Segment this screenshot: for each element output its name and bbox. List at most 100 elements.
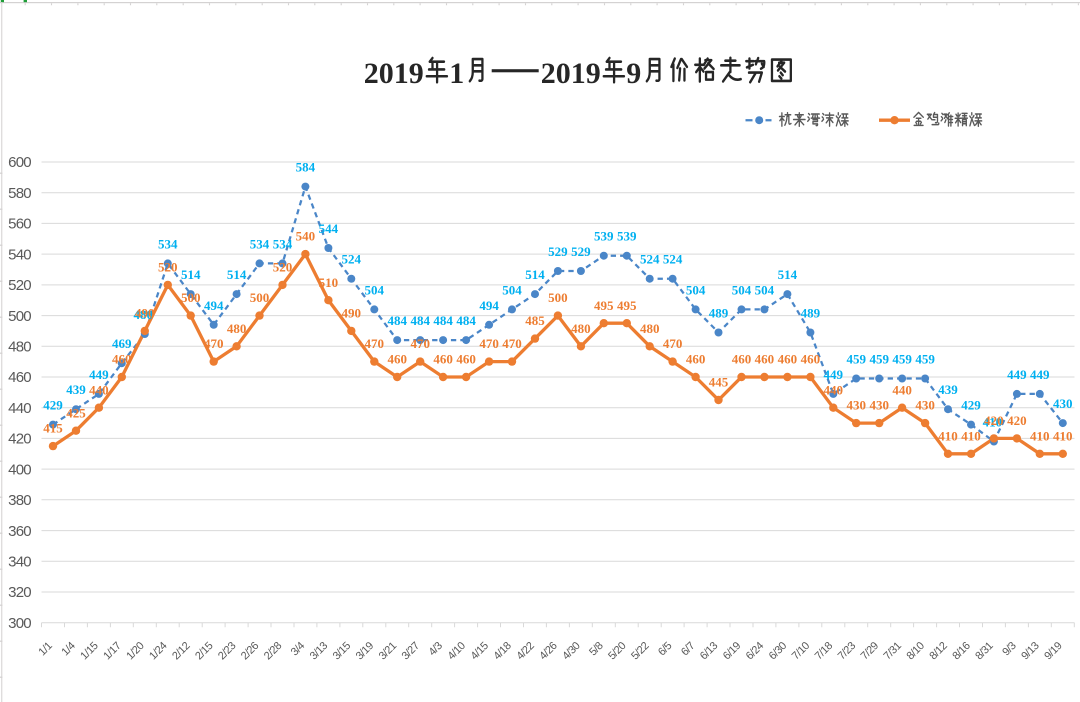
- svg-text:470: 470: [479, 336, 499, 351]
- svg-text:584: 584: [296, 160, 316, 175]
- svg-text:1/17: 1/17: [101, 640, 123, 662]
- svg-text:440: 440: [89, 382, 109, 397]
- svg-text:9: 9: [626, 57, 641, 90]
- svg-text:485: 485: [525, 313, 545, 328]
- svg-text:540: 540: [8, 246, 31, 263]
- svg-text:5/20: 5/20: [606, 640, 628, 662]
- svg-text:534: 534: [273, 236, 293, 251]
- svg-text:459: 459: [846, 352, 866, 367]
- svg-text:6/19: 6/19: [721, 640, 743, 662]
- svg-text:480: 480: [134, 307, 154, 322]
- svg-text:3/15: 3/15: [331, 640, 353, 662]
- svg-text:580: 580: [8, 185, 31, 202]
- svg-text:500: 500: [8, 308, 31, 325]
- svg-text:440: 440: [8, 400, 31, 417]
- svg-text:430: 430: [846, 398, 866, 413]
- svg-text:484: 484: [433, 313, 453, 328]
- svg-text:529: 529: [571, 244, 591, 259]
- svg-text:460: 460: [456, 352, 476, 367]
- svg-text:7/29: 7/29: [859, 640, 881, 662]
- svg-text:459: 459: [892, 352, 912, 367]
- svg-text:440: 440: [824, 382, 844, 397]
- svg-text:4/10: 4/10: [446, 640, 468, 662]
- svg-text:460: 460: [112, 352, 132, 367]
- svg-text:520: 520: [158, 260, 178, 275]
- svg-text:7/18: 7/18: [813, 640, 835, 662]
- svg-text:469: 469: [112, 336, 132, 351]
- svg-text:489: 489: [801, 306, 821, 321]
- svg-text:340: 340: [8, 554, 31, 571]
- svg-text:5/22: 5/22: [629, 640, 651, 662]
- svg-text:410: 410: [1030, 428, 1050, 443]
- svg-text:504: 504: [686, 282, 706, 297]
- svg-text:410: 410: [983, 415, 1003, 430]
- svg-text:514: 514: [227, 267, 247, 282]
- svg-text:9/19: 9/19: [1042, 640, 1064, 662]
- svg-text:460: 460: [778, 352, 798, 367]
- svg-text:494: 494: [204, 298, 224, 313]
- svg-text:534: 534: [250, 236, 270, 251]
- svg-text:6/5: 6/5: [656, 640, 675, 659]
- svg-text:514: 514: [778, 267, 798, 282]
- svg-text:9/3: 9/3: [1000, 640, 1019, 659]
- svg-text:449: 449: [1007, 367, 1027, 382]
- svg-text:410: 410: [961, 428, 981, 443]
- svg-text:300: 300: [8, 615, 31, 632]
- svg-text:540: 540: [296, 229, 316, 244]
- svg-text:520: 520: [8, 277, 31, 294]
- svg-text:429: 429: [961, 398, 981, 413]
- svg-text:495: 495: [617, 298, 637, 313]
- svg-text:410: 410: [938, 428, 958, 443]
- svg-text:445: 445: [709, 375, 729, 390]
- svg-text:510: 510: [319, 275, 339, 290]
- svg-text:480: 480: [227, 321, 247, 336]
- svg-text:430: 430: [1053, 396, 1073, 411]
- svg-text:8/12: 8/12: [927, 640, 949, 662]
- svg-text:470: 470: [663, 336, 683, 351]
- svg-text:500: 500: [548, 290, 568, 305]
- svg-text:480: 480: [640, 321, 660, 336]
- svg-text:460: 460: [686, 352, 706, 367]
- svg-text:420: 420: [8, 431, 31, 448]
- svg-text:460: 460: [801, 352, 821, 367]
- svg-text:3/13: 3/13: [308, 640, 330, 662]
- svg-text:429: 429: [43, 398, 63, 413]
- svg-text:420: 420: [1007, 413, 1027, 428]
- svg-text:460: 460: [387, 352, 407, 367]
- svg-text:460: 460: [732, 352, 752, 367]
- svg-text:2/12: 2/12: [170, 640, 192, 662]
- svg-text:534: 534: [158, 236, 178, 251]
- svg-text:449: 449: [824, 367, 844, 382]
- svg-text:449: 449: [89, 367, 109, 382]
- svg-text:6/30: 6/30: [767, 640, 789, 662]
- svg-text:3/19: 3/19: [354, 640, 376, 662]
- svg-text:1/20: 1/20: [124, 640, 146, 662]
- svg-text:1: 1: [449, 57, 464, 90]
- svg-text:3/21: 3/21: [377, 640, 399, 662]
- svg-text:4/18: 4/18: [491, 640, 513, 662]
- svg-text:6/7: 6/7: [679, 640, 698, 659]
- svg-text:495: 495: [594, 298, 614, 313]
- svg-text:480: 480: [571, 321, 591, 336]
- svg-text:420: 420: [984, 413, 1004, 428]
- svg-text:1/15: 1/15: [78, 640, 100, 662]
- svg-text:2019: 2019: [364, 57, 424, 90]
- svg-text:4/3: 4/3: [426, 640, 445, 659]
- svg-text:504: 504: [502, 282, 522, 297]
- svg-text:4/26: 4/26: [537, 640, 559, 662]
- svg-text:504: 504: [732, 282, 752, 297]
- svg-text:2/26: 2/26: [239, 640, 261, 662]
- svg-text:484: 484: [387, 313, 407, 328]
- svg-text:459: 459: [869, 352, 889, 367]
- svg-text:500: 500: [181, 290, 201, 305]
- svg-text:360: 360: [8, 523, 31, 540]
- svg-text:5/8: 5/8: [587, 640, 606, 659]
- svg-text:529: 529: [548, 244, 568, 259]
- svg-text:2/28: 2/28: [262, 640, 284, 662]
- svg-text:8/16: 8/16: [950, 640, 972, 662]
- svg-text:514: 514: [181, 267, 201, 282]
- svg-text:8/31: 8/31: [973, 640, 995, 662]
- svg-text:7/23: 7/23: [836, 640, 858, 662]
- svg-text:539: 539: [594, 229, 614, 244]
- svg-text:459: 459: [915, 352, 935, 367]
